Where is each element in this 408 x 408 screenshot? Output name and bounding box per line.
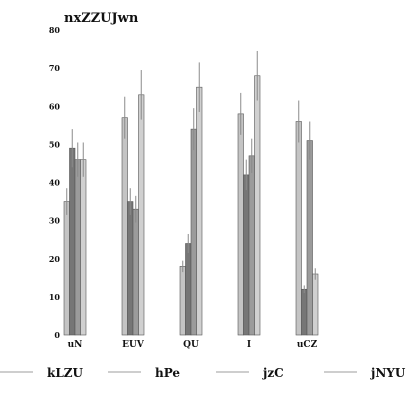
y-tick-label: 70 (49, 63, 61, 73)
y-tick-label: 40 (49, 178, 61, 188)
y-tick-label: 20 (49, 254, 61, 264)
y-tick-label: 10 (49, 292, 61, 302)
bar (74, 159, 81, 336)
bar (69, 147, 76, 336)
y-tick-label: 50 (49, 139, 61, 149)
y-tick-label: 80 (49, 25, 61, 35)
bars-group (63, 50, 319, 336)
bar (237, 113, 244, 336)
bar (185, 243, 192, 336)
bar (138, 94, 145, 336)
bar (306, 140, 313, 336)
bar (312, 273, 319, 336)
bar (121, 117, 128, 336)
bar (190, 128, 197, 336)
y-tick-label: 0 (54, 330, 60, 340)
legend-label: jzC (262, 366, 284, 380)
bar (243, 174, 250, 336)
chart-title: nxZZUJwn (64, 11, 139, 26)
bar (63, 201, 70, 336)
y-tick-label: 30 (49, 216, 61, 226)
bar (254, 75, 261, 336)
bar (295, 121, 302, 336)
category-label: I (247, 340, 251, 350)
legend-label: kLZU (47, 366, 84, 380)
category-label: uCZ (297, 340, 318, 350)
bar (248, 155, 255, 336)
legend: kLZU hPe jzC jNYU (0, 366, 406, 380)
bar (127, 201, 134, 336)
legend-label: jNYU (370, 366, 406, 380)
bar (80, 159, 87, 336)
y-tick-label: 60 (49, 101, 61, 111)
category-label: uN (68, 340, 83, 350)
bar (301, 288, 308, 336)
bar (196, 86, 203, 336)
legend-label: hPe (155, 366, 180, 380)
category-label: QU (183, 340, 199, 350)
category-label: EUV (122, 340, 145, 350)
y-axis: 0 10 20 30 40 50 60 70 80 (49, 25, 61, 340)
bar (132, 208, 139, 336)
bar (179, 266, 186, 336)
